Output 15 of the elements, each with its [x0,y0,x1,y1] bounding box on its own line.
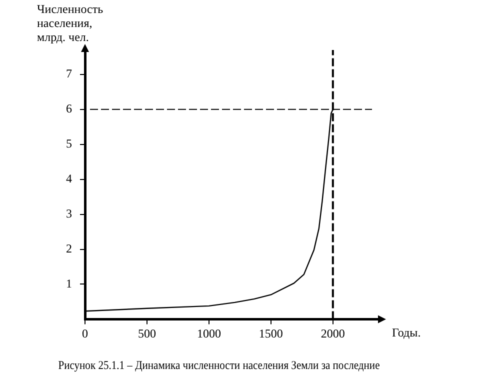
y-tick-label: 6 [66,102,72,116]
y-tick-label: 4 [66,172,72,186]
x-tick-label: 2000 [320,326,345,341]
y-tick-label: 1 [66,276,72,290]
x-tick-label: 0 [82,326,88,341]
x-axis-title: Годы. [392,325,421,340]
text: Рисунок 25.1.1 – Динамика численности населения Земли за последние [58,359,380,372]
y-tick-label: 2 [66,241,72,256]
y-axis-title: Численность населения, млрд. чел. [37,2,104,44]
y-tick-label: 5 [66,136,72,151]
x-tick-label: 500 [138,326,156,341]
y-tick-label: 7 [66,66,72,81]
x-tick-label: 1500 [258,326,283,341]
x-tick-label: 1000 [196,326,221,341]
y-tick-label: 3 [66,206,72,220]
